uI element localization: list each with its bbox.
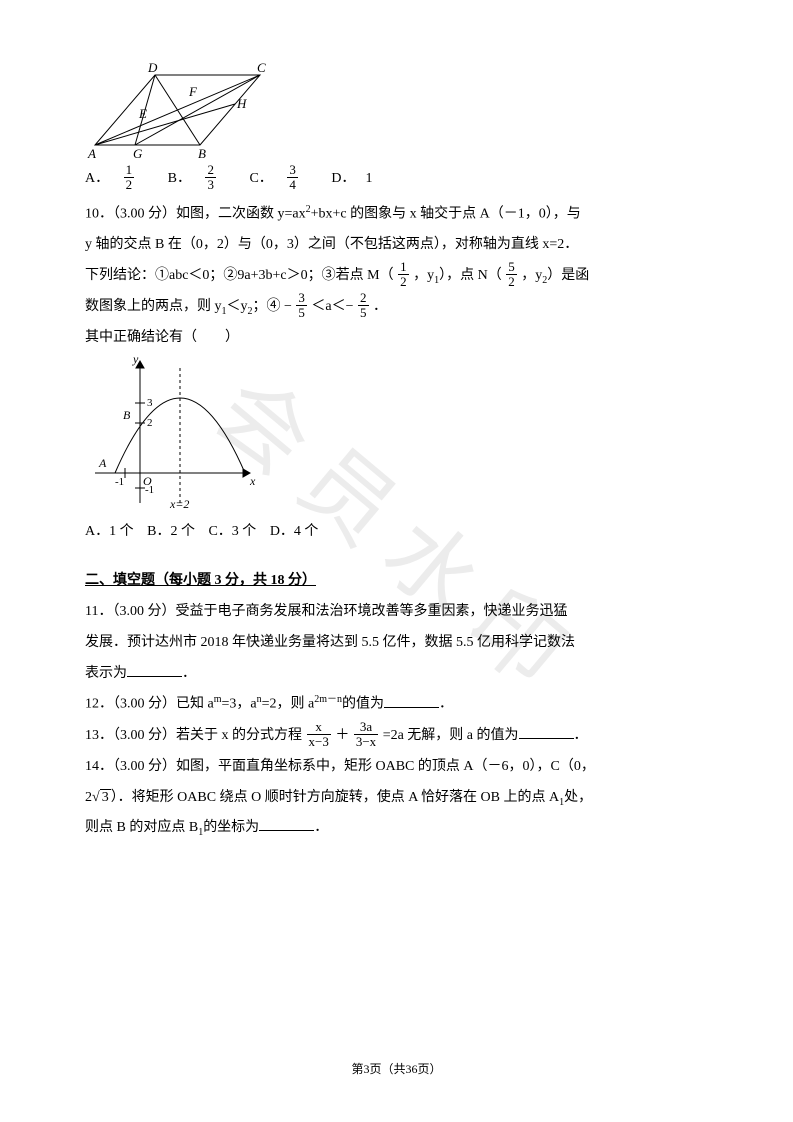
q11-l2: 发展．预计达州市 2018 年快递业务量将达到 5.5 亿件，数据 5.5 亿用… xyxy=(85,628,708,659)
q10-line3: 下列结论：①abc＜0；②9a+3b+c＞0；③若点 M（ 12 ，y1），点 … xyxy=(85,261,708,292)
lbl-B: B xyxy=(198,146,206,160)
page-footer: 第3页（共36页） xyxy=(0,1056,793,1082)
q10-opt-A: A．1 个 xyxy=(85,524,134,539)
q10-line2: y 轴的交点 B 在（0，2）与（0，3）之间（不包括这两点），对称轴为直线 x… xyxy=(85,230,708,261)
section-2-title: 二、填空题（每小题 3 分，共 18 分） xyxy=(85,566,708,597)
q11-l3: 表示为． xyxy=(85,659,708,690)
opt-A: A． 12 xyxy=(85,171,158,186)
lbl-m1: -1 xyxy=(145,484,154,496)
lbl-C: C xyxy=(257,60,266,75)
lbl-F: F xyxy=(188,84,198,99)
lbl-G: G xyxy=(133,146,143,160)
opt-D: D．1 xyxy=(331,171,382,186)
q10-opt-D: D．4 个 xyxy=(270,524,319,539)
q11-l1: 11．（3.00 分）受益于电子商务发展和法治环境改善等多重因素，快递业务迅猛 xyxy=(85,597,708,628)
blank-12 xyxy=(384,694,439,708)
lbl-p3: 3 xyxy=(147,397,153,409)
q10-opt-C: C．3 个 xyxy=(208,524,256,539)
parallelogram-figure: A B C D G E F H xyxy=(85,60,708,160)
q10-line1: 10．（3.00 分）如图，二次函数 y=ax2+bx+c 的图象与 x 轴交于… xyxy=(85,199,708,230)
blank-13 xyxy=(519,725,574,739)
lbl-xeq: x=2 xyxy=(169,497,189,511)
lbl-D: D xyxy=(147,60,158,75)
lbl-x: x xyxy=(249,474,256,488)
lbl-Ap: A xyxy=(98,456,107,470)
parabola-figure: y x B A O x=2 -1 2 3 -1 xyxy=(85,353,708,513)
lbl-H: H xyxy=(236,96,247,111)
opt-B: B． 23 xyxy=(168,171,240,186)
lbl-n1: -1 xyxy=(115,476,124,488)
q10-opt-B: B．2 个 xyxy=(147,524,195,539)
q10-options: A．1 个 B．2 个 C．3 个 D．4 个 xyxy=(85,517,708,548)
lbl-Bp: B xyxy=(123,408,131,422)
q10-line5: 其中正确结论有（ ） xyxy=(85,323,708,354)
q14-l3: 则点 B 的对应点 B1的坐标为． xyxy=(85,813,708,844)
q14-l2: 23）．将矩形 OABC 绕点 O 顺时针方向旋转，使点 A 恰好落在 OB 上… xyxy=(85,783,708,814)
blank-11 xyxy=(127,663,182,677)
lbl-y: y xyxy=(132,353,139,366)
page-content: A B C D G E F H A． 12 B． 23 C． 34 D．1 xyxy=(85,60,708,844)
opt-C: C． 34 xyxy=(249,171,321,186)
lbl-p2: 2 xyxy=(147,417,153,429)
q14-l1: 14．（3.00 分）如图，平面直角坐标系中，矩形 OABC 的顶点 A（－6，… xyxy=(85,752,708,783)
q9-options: A． 12 B． 23 C． 34 D．1 xyxy=(85,164,708,195)
q10-line4: 数图象上的两点，则 y1＜y2；④ − 35 ＜a＜− 25 ． xyxy=(85,292,708,323)
q13: 13．（3.00 分）若关于 x 的分式方程 xx−3 ＋ 3a3−x =2a … xyxy=(85,721,708,752)
lbl-E: E xyxy=(138,106,147,121)
blank-14 xyxy=(259,817,314,831)
lbl-A: A xyxy=(87,146,96,160)
q12: 12．（3.00 分）已知 am=3，an=2，则 a2m－n的值为． xyxy=(85,689,708,720)
